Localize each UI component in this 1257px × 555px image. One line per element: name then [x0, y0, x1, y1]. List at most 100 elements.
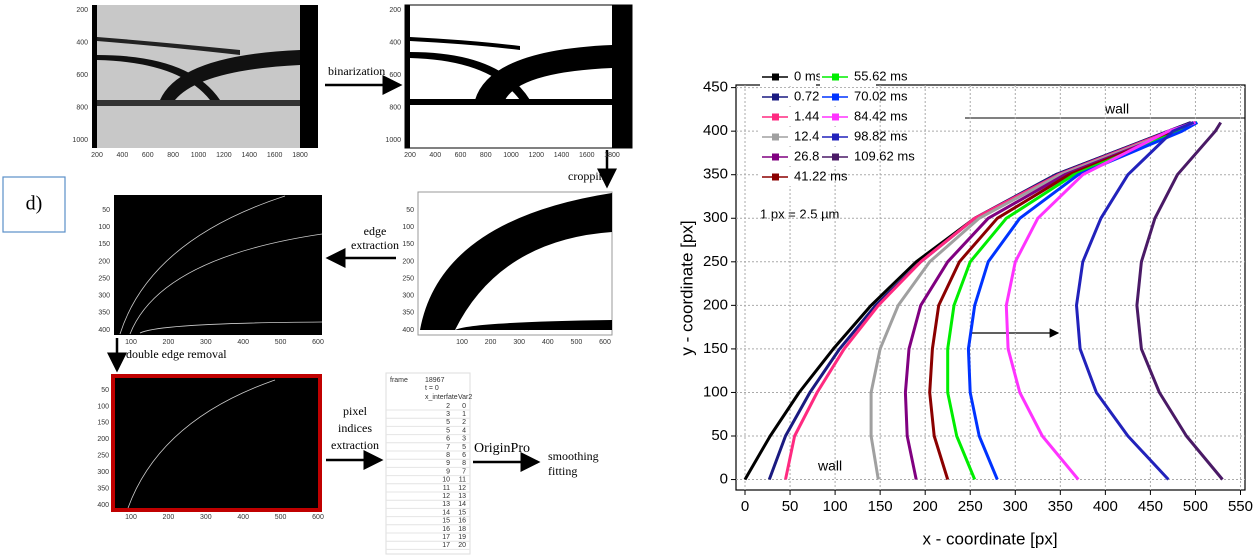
table-cell: t = 0 [425, 385, 439, 392]
image-tick-label: 1400 [241, 152, 257, 159]
legend-marker [772, 93, 779, 101]
table-cell: 15 [458, 509, 466, 516]
image-tick-label: 50 [102, 207, 110, 214]
step-label: pixel [343, 404, 368, 418]
image-tick-label: 1800 [292, 152, 308, 159]
x-tick-label: 200 [913, 498, 938, 515]
table-cell: frame [390, 377, 408, 384]
image-tick-label: 200 [485, 339, 497, 346]
table-cell: 2 [446, 403, 450, 410]
legend-marker [832, 93, 839, 101]
annotation: wall [817, 458, 842, 474]
x-tick-label: 350 [1048, 498, 1073, 515]
table-cell: x_interfate [425, 394, 458, 401]
legend-label: 0 ms [794, 68, 823, 83]
y-tick-label: 450 [703, 79, 728, 96]
step-label: extraction [351, 238, 399, 252]
legend-marker [772, 173, 779, 181]
arrows [107, 75, 617, 472]
image-tick-label: 1800 [604, 152, 620, 159]
image-tick-label: 200 [97, 436, 109, 443]
image-tick-label: 200 [98, 258, 110, 265]
table-cell: 20 [458, 542, 466, 549]
image-tick-label: 400 [389, 39, 401, 46]
single-edge-image [111, 374, 322, 512]
image-tick-label: 1000 [503, 152, 519, 159]
table-cell: 11 [459, 477, 466, 484]
table-cell: 6 [462, 452, 466, 459]
label-box [2, 176, 66, 233]
image-tick-label: 250 [97, 453, 109, 460]
legend-marker [772, 113, 779, 121]
y-tick-label: 0 [720, 471, 728, 488]
image-tick-label: 300 [513, 339, 525, 346]
table-cell: 13 [458, 493, 466, 500]
image-tick-label: 300 [98, 293, 110, 300]
step-label: edge [364, 224, 387, 238]
image-tick-label: 600 [312, 514, 324, 521]
image-tick-label: 1000 [385, 137, 401, 144]
image-tick-label: 800 [389, 104, 401, 111]
image-tick-label: 400 [402, 327, 414, 334]
step-label: double edge removal [126, 347, 227, 361]
x-tick-label: 50 [782, 498, 799, 515]
image-tick-label: 1600 [579, 152, 595, 159]
x-tick-label: 450 [1138, 498, 1163, 515]
table-cell: 9 [446, 460, 450, 467]
table-cell: Var2 [458, 394, 472, 401]
image-tick-label: 1600 [267, 152, 283, 159]
image-tick-label: 400 [98, 327, 110, 334]
image-tick-label: 600 [599, 339, 611, 346]
image-tick-label: 350 [98, 310, 110, 317]
step-label: extraction [331, 438, 379, 452]
table-cell: 9 [446, 468, 450, 475]
image-tick-label: 1400 [554, 152, 570, 159]
image-tick-label: 1200 [216, 152, 232, 159]
legend-marker [832, 73, 839, 81]
table-cell: 11 [443, 485, 450, 492]
image-tick-label: 1200 [528, 152, 544, 159]
image-tick-label: 600 [389, 72, 401, 79]
step-label: smoothing [548, 449, 599, 463]
image-tick-label: 600 [142, 152, 154, 159]
image-tick-label: 500 [571, 339, 583, 346]
y-tick-label: 200 [703, 296, 728, 313]
image-tick-label: 200 [402, 258, 414, 265]
table-cell: 6 [446, 436, 450, 443]
image-tick-label: 100 [456, 339, 468, 346]
image-tick-label: 200 [404, 152, 416, 159]
image-tick-label: 200 [389, 7, 401, 14]
image-tick-label: 500 [275, 514, 287, 521]
table-cell: 17 [442, 542, 450, 549]
table-frame [385, 372, 471, 555]
x-tick-label: 0 [741, 498, 749, 515]
table-cell: 10 [442, 477, 450, 484]
table-cell: 18967 [425, 377, 445, 384]
legend-label: 109.62 ms [854, 148, 915, 163]
x-tick-label: 150 [868, 498, 893, 515]
image-tick-label: 1000 [191, 152, 207, 159]
image-tick-label: 800 [76, 104, 88, 111]
table-cell: 18 [458, 526, 466, 533]
table-cell: 16 [442, 526, 450, 533]
legend-label: 55.62 ms [854, 68, 908, 83]
image-tick-label: 100 [98, 224, 110, 231]
x-tick-label: 100 [823, 498, 848, 515]
table-cell: 15 [442, 518, 450, 525]
table-cell: 17 [442, 534, 450, 541]
image-tick-label: 400 [97, 502, 109, 509]
legend-marker [772, 133, 779, 141]
annotation: wall [1104, 101, 1129, 117]
x-axis-label: x - coordinate [px] [922, 529, 1057, 548]
legend-label: 84.42 ms [854, 108, 908, 123]
image-tick-label: 300 [97, 469, 109, 476]
panel-label: d) [26, 193, 43, 215]
step-label: cropping [568, 169, 611, 183]
binary-image [404, 4, 633, 149]
step-label: fitting [548, 464, 577, 478]
table-cell: 12 [442, 493, 450, 500]
legend-label: 98.82 ms [854, 128, 908, 143]
table-cell: 3 [462, 436, 466, 443]
